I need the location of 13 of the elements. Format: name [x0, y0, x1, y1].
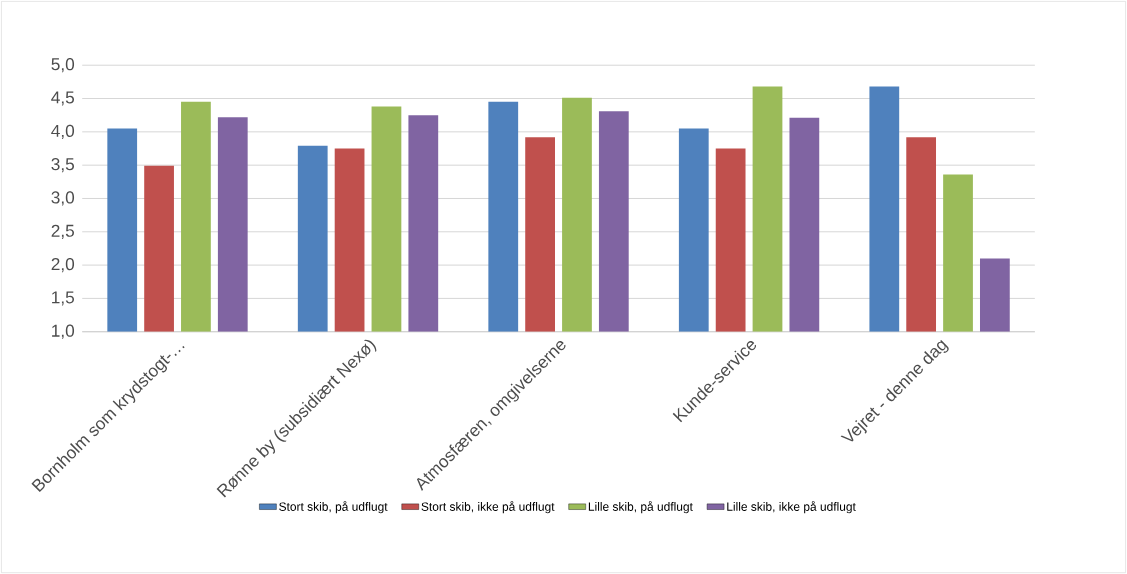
y-tick-label: 1,5 [52, 291, 75, 306]
legend-label: Lille skib, ikke på udflugt [727, 501, 856, 514]
legend-label: Stort skib, ikke på udflugt [421, 501, 555, 514]
y-tick-label: 4,0 [51, 124, 75, 139]
y-tick-label: 2,0 [51, 257, 75, 273]
legend-label: Lille skib, på udflugt [588, 501, 693, 514]
y-tick-label: 3,5 [51, 157, 75, 173]
y-tick-label: 4,5 [51, 91, 75, 106]
y-tick-label: 5,0 [51, 58, 75, 73]
y-tick-label: 3,0 [51, 191, 75, 206]
y-tick-label: 2,5 [51, 224, 75, 239]
legend-label: Stort skib, på udflugt [279, 501, 388, 514]
y-tick-label: 1,0 [52, 324, 75, 339]
